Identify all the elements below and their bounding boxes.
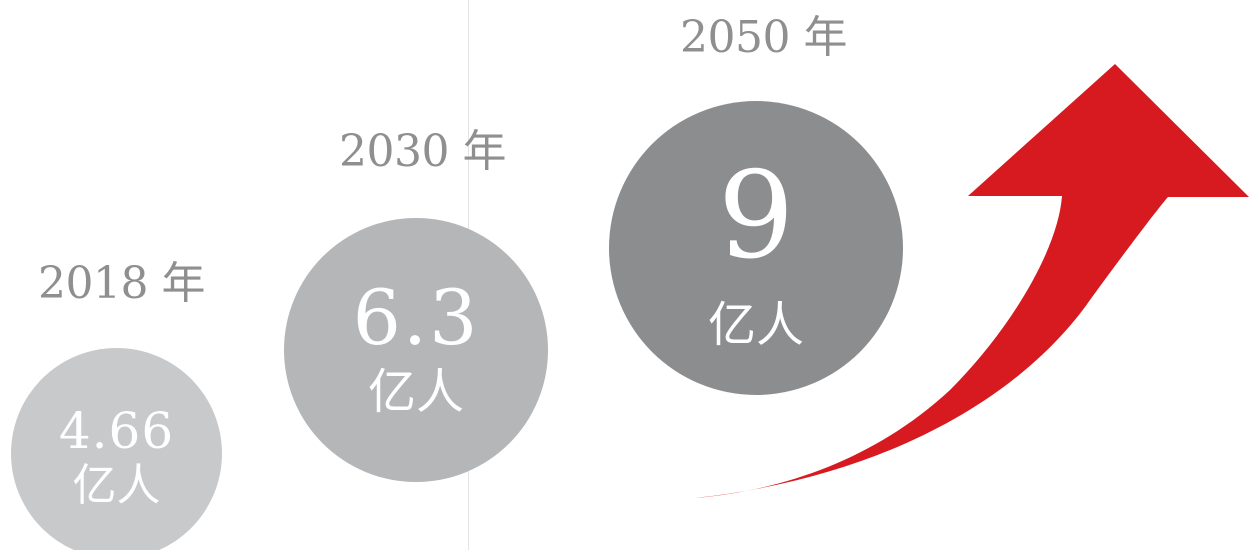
arrow-shape [695, 64, 1249, 498]
value-unit-2030: 亿人 [367, 364, 464, 420]
value-number-2050: 9 [717, 147, 795, 286]
value-unit-2018: 亿人 [72, 460, 161, 511]
year-label-2018: 2018 年 [38, 258, 205, 309]
value-number-2030: 6.3 [352, 273, 480, 362]
value-unit-2050: 亿人 [707, 297, 804, 353]
upward-curved-arrow-icon [695, 64, 1249, 498]
value-circle-2050: 9 亿人 [609, 101, 903, 395]
value-number-2018: 4.66 [58, 402, 175, 460]
value-circle-2018: 4.66 亿人 [11, 348, 222, 550]
year-label-2030: 2030 年 [339, 126, 506, 177]
year-label-2050: 2050 年 [680, 12, 847, 63]
value-circle-2030: 6.3 亿人 [284, 218, 548, 482]
